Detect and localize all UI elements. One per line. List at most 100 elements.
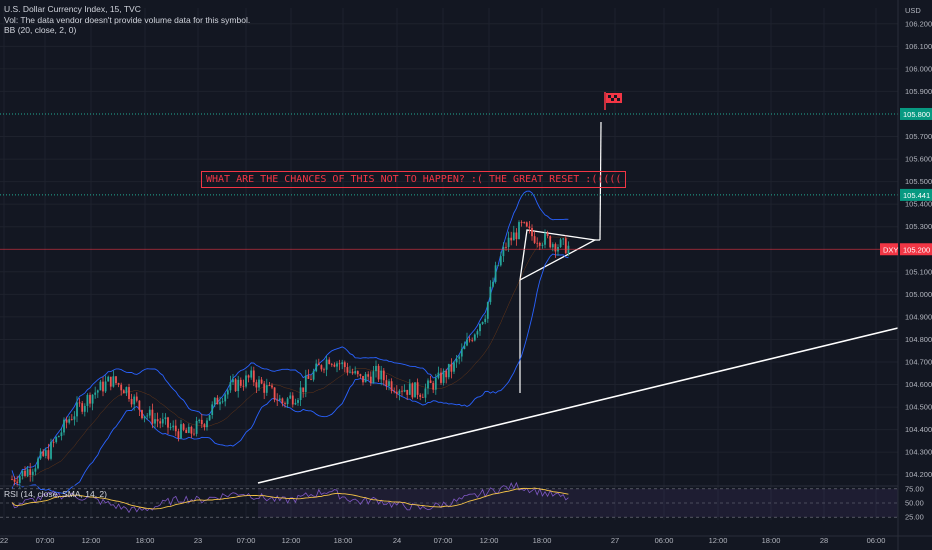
candle bbox=[146, 413, 149, 420]
candle-body bbox=[323, 369, 325, 371]
bb-lower-line bbox=[11, 253, 569, 494]
candle bbox=[65, 416, 68, 429]
candle-body bbox=[312, 371, 315, 380]
candle-body bbox=[484, 318, 487, 322]
candle bbox=[427, 378, 429, 395]
candle bbox=[432, 380, 435, 394]
candle bbox=[190, 425, 193, 439]
candle bbox=[341, 359, 344, 370]
candle-body bbox=[130, 398, 133, 405]
candle-body bbox=[195, 420, 198, 434]
candle bbox=[429, 375, 432, 384]
candle-body bbox=[551, 244, 554, 248]
candle bbox=[520, 220, 523, 227]
candle-body bbox=[263, 383, 266, 393]
candle-body bbox=[351, 371, 354, 374]
candle bbox=[284, 401, 286, 408]
candle-body bbox=[224, 394, 227, 402]
candle bbox=[393, 387, 396, 394]
rsi-legend: RSI (14, close, SMA, 14, 2) bbox=[4, 489, 107, 499]
candle-body bbox=[375, 365, 377, 372]
candle-body bbox=[317, 363, 320, 366]
candle bbox=[94, 386, 97, 399]
candle bbox=[424, 383, 427, 403]
candle-body bbox=[268, 385, 271, 386]
price-tag-current: DXY 105.200 bbox=[880, 243, 932, 256]
candle bbox=[68, 416, 71, 425]
bollinger-bands bbox=[11, 190, 569, 494]
candle-body bbox=[211, 404, 214, 416]
candle-body bbox=[21, 470, 24, 477]
candle-body bbox=[395, 391, 398, 394]
candle bbox=[411, 382, 414, 400]
candle-body bbox=[216, 397, 219, 405]
candle bbox=[338, 359, 341, 371]
candle-body bbox=[406, 389, 409, 395]
candle bbox=[89, 392, 91, 408]
candle-body bbox=[401, 390, 403, 392]
chart-grid bbox=[0, 8, 898, 520]
candle-body bbox=[393, 390, 396, 392]
candle bbox=[29, 462, 32, 482]
candle-body bbox=[512, 232, 515, 241]
candle bbox=[551, 242, 554, 252]
candle-body bbox=[502, 246, 505, 257]
candle bbox=[291, 392, 294, 408]
time-tick-label: 24 bbox=[393, 536, 401, 545]
price-tag-level: 105.441 bbox=[900, 188, 932, 201]
candle-body bbox=[479, 323, 481, 332]
candle bbox=[198, 418, 201, 424]
candle bbox=[510, 231, 513, 246]
candle-body bbox=[47, 450, 50, 459]
candle bbox=[141, 409, 143, 420]
candle bbox=[476, 329, 479, 338]
candle bbox=[544, 229, 546, 249]
time-tick-label: 18:00 bbox=[533, 536, 552, 545]
candle-body bbox=[354, 371, 357, 374]
candle bbox=[104, 375, 107, 393]
candle bbox=[115, 375, 117, 386]
time-tick-label: 07:00 bbox=[434, 536, 453, 545]
candle-body bbox=[200, 419, 203, 425]
candle-body bbox=[91, 394, 94, 404]
candle bbox=[419, 393, 422, 401]
candle bbox=[164, 413, 167, 425]
price-tick-label: 105.100 bbox=[905, 267, 932, 276]
price-tag-text: 105.800 bbox=[903, 110, 930, 119]
candle-body bbox=[453, 362, 455, 372]
candle-body bbox=[471, 339, 474, 341]
candle-body bbox=[297, 400, 299, 403]
candle-body bbox=[255, 382, 258, 388]
candle-body bbox=[458, 356, 461, 359]
candle-body bbox=[177, 431, 180, 439]
candle-body bbox=[333, 364, 336, 367]
candle-body bbox=[494, 265, 497, 282]
candle bbox=[39, 448, 42, 461]
candle bbox=[458, 354, 461, 365]
candle-body bbox=[299, 387, 302, 401]
candle-body bbox=[122, 390, 125, 394]
candle bbox=[34, 465, 37, 476]
price-tick-label: 106.200 bbox=[905, 19, 932, 28]
candle-body bbox=[31, 471, 34, 476]
price-tick-label: 104.500 bbox=[905, 403, 932, 412]
candle bbox=[533, 231, 536, 244]
candle bbox=[486, 301, 489, 323]
price-tag-text: 105.441 bbox=[903, 191, 930, 200]
candle-body bbox=[468, 339, 471, 341]
candle bbox=[154, 412, 156, 429]
candle-body bbox=[367, 374, 370, 377]
candle-body bbox=[169, 427, 172, 429]
candle-body bbox=[190, 426, 193, 434]
candle-body bbox=[50, 441, 52, 459]
candle bbox=[559, 237, 562, 248]
price-tick-label: 104.200 bbox=[905, 470, 932, 479]
candle-body bbox=[63, 419, 65, 433]
chart-annotation[interactable]: WHAT ARE THE CHANCES OF THIS NOT TO HAPP… bbox=[201, 171, 627, 188]
candle bbox=[81, 400, 84, 415]
candle-body bbox=[440, 372, 442, 383]
candle-body bbox=[245, 375, 247, 387]
candle bbox=[265, 378, 268, 396]
candle bbox=[473, 333, 476, 342]
